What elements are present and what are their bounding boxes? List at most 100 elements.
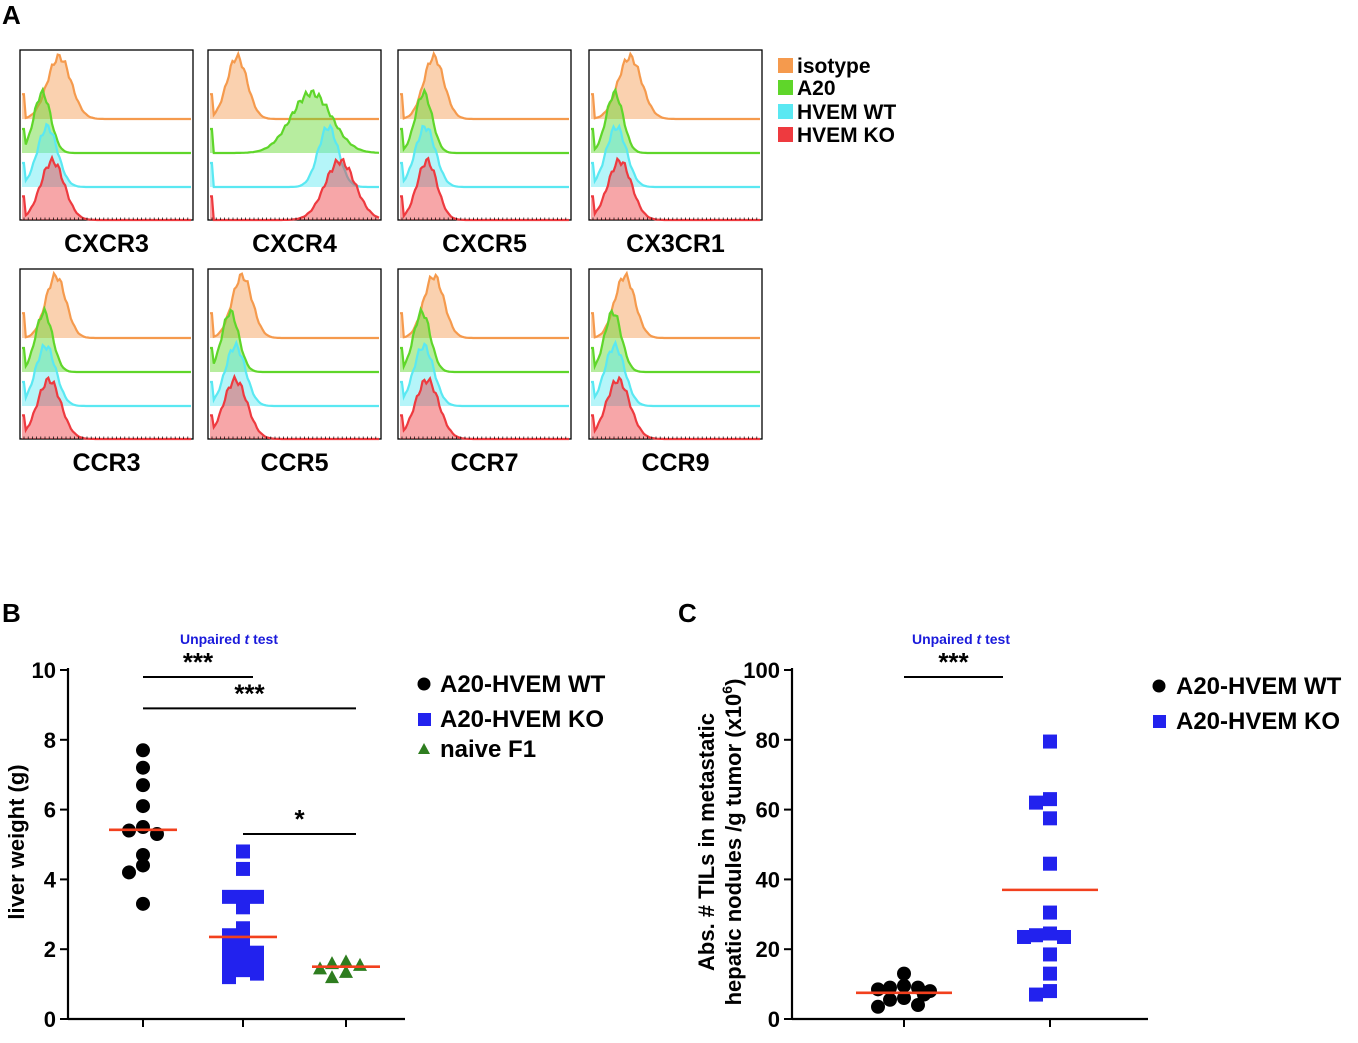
histogram-fill-isotype (591, 273, 760, 338)
naive-f1-point (339, 964, 353, 978)
histogram-fill-hvem-ko (591, 158, 760, 220)
histogram-grid: CXCR3 CXCR4 CXCR5 CX3CR1 CCR3 CCR5 CCR7 CCR9 (19, 49, 763, 477)
a20-hvem-wt-point (136, 778, 150, 793)
panel-label-c: C (678, 598, 697, 628)
histogram-label-ccr5: CCR5 (260, 449, 328, 477)
panel-label-b: B (2, 598, 21, 628)
panel-c-y-label-line2: hepatic nodules /g tumor (x106) (719, 679, 746, 1006)
panel-b-test-title: Unpaired t test (180, 631, 278, 647)
histogram-trace-isotype (591, 51, 760, 121)
histogram-cxcr3: CXCR3 (19, 49, 194, 258)
histogram-fill-isotype (210, 273, 379, 338)
a20-hvem-wt-point (136, 760, 150, 775)
a20-hvem-ko-point (236, 844, 250, 859)
histogram-fill-hvem-ko (400, 378, 569, 439)
histogram-trace-a20 (22, 86, 191, 155)
histogram-label-cxcr5: CXCR5 (442, 230, 527, 258)
a20-hvem-ko-point (1043, 792, 1057, 807)
a20-hvem-wt-point (136, 858, 150, 873)
a20-hvem-ko-point (222, 970, 236, 985)
histogram-label-cxcr4: CXCR4 (252, 230, 337, 258)
a20-hvem-ko-point (1043, 905, 1057, 920)
histogram-trace-a20 (400, 87, 569, 155)
panel-c-y-axis-label: Abs. # TILs in metastatic hepatic nodule… (694, 679, 746, 1006)
histogram-trace-hvem-wt (400, 124, 569, 189)
histogram-fill-hvem-wt (210, 125, 379, 187)
histogram-fill-a20 (591, 310, 760, 372)
legend-swatch-hvem-wt (778, 104, 793, 119)
a20-hvem-ko-point (1043, 811, 1057, 826)
a20-hvem-wt-point (136, 743, 150, 758)
histogram-trace-hvem-ko (210, 157, 380, 222)
histogram-fill-a20 (400, 309, 569, 372)
histogram-fill-isotype (400, 53, 569, 119)
histogram-trace-a20 (400, 306, 569, 374)
legend-marker-a20-hvem-ko (418, 713, 431, 726)
y-tick-label: 2 (44, 937, 56, 962)
histogram-fill-isotype (591, 53, 760, 119)
histogram-trace-hvem-wt (22, 122, 191, 189)
histogram-fill-hvem-ko (400, 158, 569, 220)
histogram-frame (207, 268, 382, 440)
legend-marker-c-a20-hvem-wt (1152, 679, 1166, 693)
histogram-fill-a20 (210, 90, 379, 153)
histogram-fill-hvem-wt (22, 124, 191, 187)
legend-label-a20: A20 (797, 77, 836, 100)
y-tick-label: 0 (44, 1007, 56, 1032)
histogram-trace-isotype (400, 50, 569, 121)
panel-c-legend: A20-HVEM WT A20-HVEM KO (1152, 673, 1342, 735)
legend-label-isotype: isotype (797, 55, 871, 78)
histogram-fill-hvem-wt (210, 342, 379, 406)
legend-label-a20-hvem-wt: A20-HVEM WT (440, 671, 606, 698)
significance-label: *** (183, 647, 214, 677)
a20-hvem-wt-point (917, 987, 931, 1002)
histogram-cxcr5: CXCR5 (397, 49, 572, 258)
histogram-trace-a20 (22, 305, 191, 374)
y-tick-label: 6 (44, 798, 56, 823)
histogram-fill-isotype (22, 54, 191, 119)
a20-hvem-ko-point (1017, 929, 1031, 944)
y-tick-label: 20 (756, 937, 780, 962)
legend-label-c-a20-hvem-wt: A20-HVEM WT (1176, 673, 1342, 700)
a20-hvem-ko-point (1043, 984, 1057, 999)
panel-b-legend: A20-HVEM WT A20-HVEM KO naive F1 (417, 671, 606, 763)
histogram-ccr5: CCR5 (207, 268, 382, 477)
a20-hvem-ko-point (1043, 947, 1057, 962)
a20-hvem-ko-point (1029, 795, 1043, 810)
panel-b-y-axis-label: liver weight (g) (4, 764, 29, 919)
legend-label-naive-f1: naive F1 (440, 736, 536, 763)
legend-label-hvem-ko: HVEM KO (797, 124, 895, 147)
histogram-fill-hvem-ko (591, 377, 760, 439)
histogram-trace-hvem-wt (591, 339, 760, 408)
a20-hvem-wt-point (911, 998, 925, 1013)
y-tick-label: 100 (743, 658, 780, 683)
histogram-trace-isotype (591, 270, 760, 340)
histogram-fill-hvem-wt (400, 126, 569, 187)
legend-label-a20-hvem-ko: A20-HVEM KO (440, 706, 604, 733)
a20-hvem-wt-point (871, 982, 885, 997)
histogram-fill-hvem-ko (210, 159, 379, 220)
histogram-label-cxcr3: CXCR3 (64, 230, 149, 258)
histogram-trace-hvem-wt (22, 342, 191, 408)
histogram-ccr3: CCR3 (19, 268, 194, 477)
panel-c-y-label-line1: Abs. # TILs in metastatic (694, 713, 719, 971)
histogram-trace-a20 (591, 308, 760, 374)
naive-f1-point (353, 957, 367, 971)
a20-hvem-wt-point (871, 999, 885, 1014)
a20-hvem-ko-point (1029, 987, 1043, 1002)
histogram-trace-a20 (210, 308, 379, 374)
legend-swatch-isotype (778, 58, 793, 73)
a20-hvem-wt-point (897, 978, 911, 993)
histogram-ccr9: CCR9 (588, 268, 763, 477)
significance-label: * (294, 804, 305, 834)
histogram-trace-isotype (22, 270, 191, 340)
legend-swatch-a20 (778, 80, 793, 95)
panel-c-scatter: 0 20 40 60 80 100 *** (743, 647, 1148, 1032)
a20-hvem-wt-point (136, 820, 150, 835)
a20-hvem-wt-point (122, 865, 136, 880)
a20-hvem-wt-point (136, 896, 150, 911)
legend-label-hvem-wt: HVEM WT (797, 101, 896, 124)
legend-marker-a20-hvem-wt (417, 677, 431, 691)
histogram-fill-isotype (210, 53, 379, 119)
histogram-fill-a20 (22, 308, 191, 372)
